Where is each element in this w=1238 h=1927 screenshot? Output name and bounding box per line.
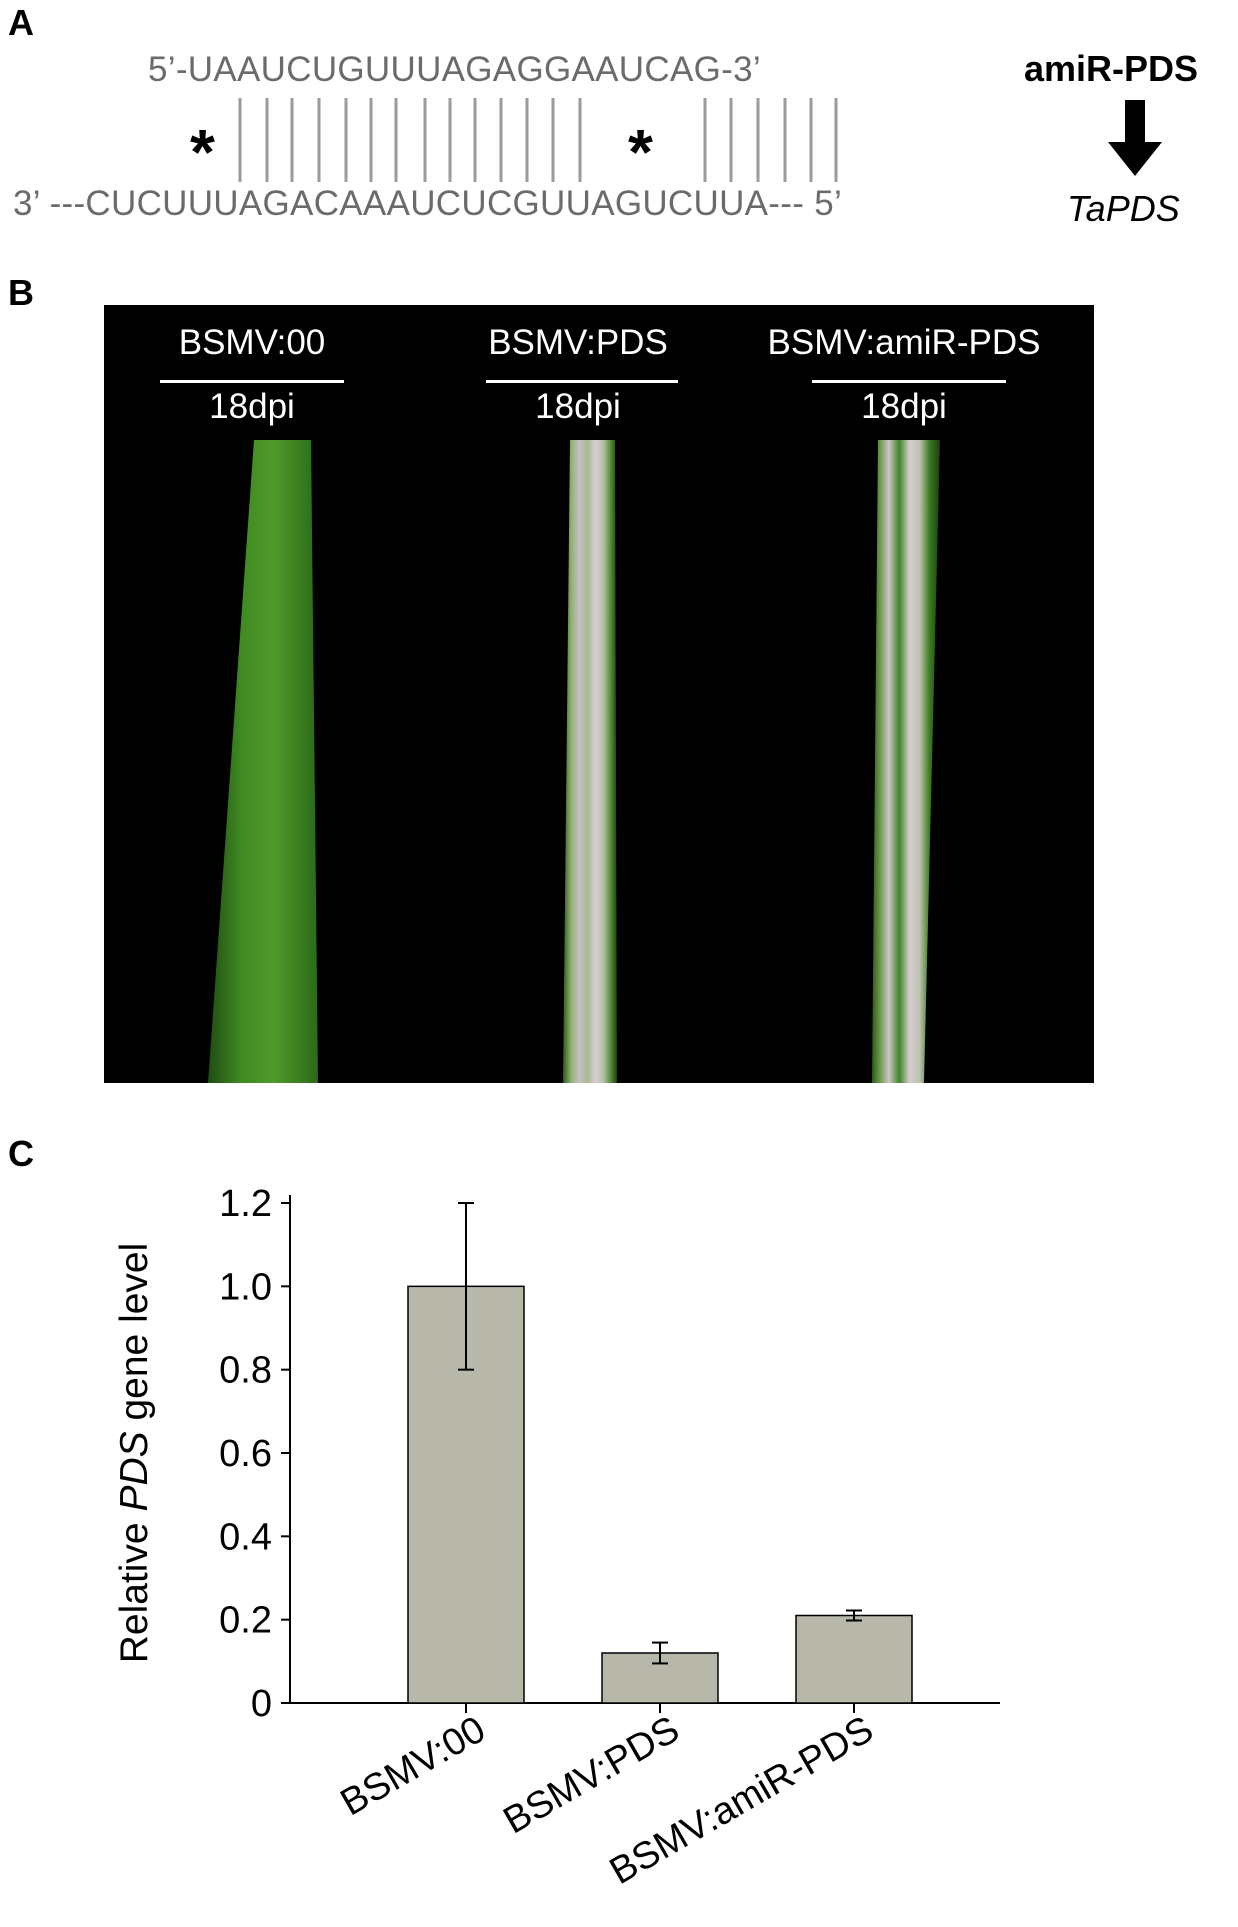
lane-1-time: 18dpi <box>209 387 295 426</box>
y-tick-label: 0.8 <box>219 1350 272 1392</box>
y-tick-label: 1.0 <box>219 1266 272 1308</box>
panel-b-label: B <box>8 272 34 313</box>
lane-2-time: 18dpi <box>535 387 621 426</box>
y-tick-label: 0.6 <box>219 1433 272 1475</box>
lane-2-title: BSMV:PDS <box>488 323 668 362</box>
y-tick-label: 1.2 <box>219 1183 272 1225</box>
amir-pds-label: amiR-PDS <box>1024 48 1199 89</box>
panel-c-label: C <box>8 1133 34 1174</box>
leaf-bsmv-00 <box>208 440 940 1083</box>
lane-2-rule <box>486 380 678 383</box>
y-tick-label: 0 <box>251 1683 272 1725</box>
x-tick-label: BSMV:PDS <box>497 1708 687 1842</box>
x-tick-label: BSMV:00 <box>334 1708 493 1824</box>
mirna-top-strand: 5’-UAAUCUGUUUAGAGGAAUCAG-3’ <box>148 50 761 89</box>
lane-1-rule <box>160 380 344 383</box>
y-axis-label: Relative PDS gene level <box>113 1243 156 1664</box>
mismatch-mark-right: * <box>628 116 653 188</box>
lane-1-title: BSMV:00 <box>178 323 326 362</box>
y-tick-label: 0.4 <box>219 1516 272 1558</box>
base-pair-lines <box>238 98 838 182</box>
lane-3-title: BSMV:amiR-PDS <box>767 323 1041 362</box>
lane-3-rule <box>812 380 1006 383</box>
panel-a-label: A <box>8 2 34 43</box>
bar <box>407 1285 525 1704</box>
mismatch-mark-left: * <box>190 116 215 188</box>
lane-3-time: 18dpi <box>861 387 947 426</box>
tapds-label: TaPDS <box>1067 188 1180 229</box>
mrna-bottom-strand: 3’ ---CUCUUUAGACAAAUCUCGUUAGUCUUA--- 5’ <box>13 184 843 223</box>
leaf-photo: BSMV:00 18dpi BSMV:PDS 18dpi BSMV:amiR-P… <box>104 305 1094 1083</box>
bar <box>795 1614 913 1704</box>
arrow-down-icon <box>1108 100 1162 176</box>
y-tick-label: 0.2 <box>219 1600 272 1642</box>
